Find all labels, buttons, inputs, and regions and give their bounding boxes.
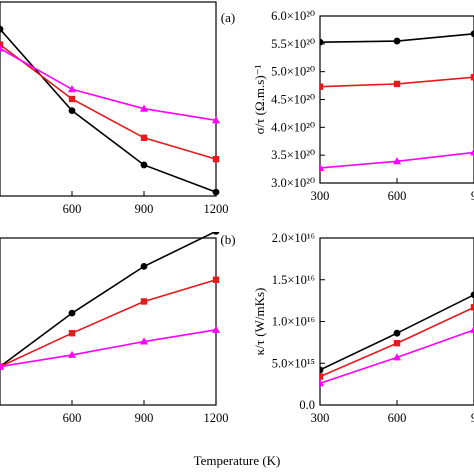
x-tick-label: 300 — [311, 189, 330, 203]
data-point-circle — [393, 329, 401, 337]
data-point-square — [68, 329, 76, 337]
series-group — [320, 30, 474, 171]
plot-frame — [319, 237, 474, 406]
series-line-2 — [0, 329, 217, 368]
data-point-circle — [0, 25, 4, 33]
plot-frame — [0, 237, 217, 406]
data-point-triangle — [393, 157, 401, 165]
data-point-triangle — [212, 116, 220, 124]
y-tick-label: 4.5×10²⁰ — [271, 93, 315, 107]
data-point-square — [393, 340, 401, 347]
panel-label: (b) — [220, 232, 235, 247]
data-point-triangle — [68, 85, 76, 93]
y-tick-label: 6.0×10²⁰ — [271, 9, 315, 23]
y-tick-label: 1.0×10¹⁶ — [272, 315, 315, 329]
data-point-circle — [320, 38, 324, 46]
data-point-circle — [212, 188, 220, 196]
data-point-circle — [212, 232, 220, 235]
data-point-circle — [393, 37, 401, 45]
data-point-triangle — [470, 148, 474, 156]
panel-top-left: 600 900 1200 (a) — [0, 1, 235, 216]
data-point-square — [393, 80, 401, 88]
data-point-square — [212, 155, 220, 163]
data-point-square — [140, 298, 148, 305]
x-tick-label: 1200 — [204, 202, 229, 216]
x-tick-label: 600 — [388, 411, 407, 425]
x-tick-label: 9 — [471, 411, 474, 425]
y-tick-label: 5.0×10¹⁵ — [272, 356, 315, 370]
y-axis-label: κ/τ (W/mKs) — [252, 288, 267, 356]
data-point-square — [0, 41, 4, 48]
x-tick-label: 900 — [135, 411, 154, 425]
shared-x-axis-label: Temperature (K) — [194, 453, 281, 468]
data-point-square — [470, 74, 474, 81]
series-line-1 — [0, 44, 217, 160]
data-point-triangle — [212, 325, 220, 333]
data-point-square — [140, 134, 148, 141]
x-tick-label: 600 — [388, 189, 407, 203]
x-tick-label: 600 — [63, 202, 82, 216]
data-point-triangle — [393, 353, 401, 361]
series-line-1 — [0, 278, 217, 368]
data-point-triangle — [140, 104, 148, 112]
x-tick-label: 900 — [135, 202, 154, 216]
panel-label: (a) — [221, 10, 235, 25]
y-tick-label: 5.5×10²⁰ — [271, 37, 315, 51]
series-line-0 — [0, 28, 217, 193]
panel-bottom-left: 600 900 1200 (b) — [0, 232, 236, 425]
data-point-triangle — [140, 337, 148, 345]
x-tick-label: 300 — [311, 411, 330, 425]
data-point-square — [212, 276, 220, 283]
data-point-triangle — [0, 44, 4, 52]
data-point-circle — [320, 366, 324, 374]
panel-top-right: 300 600 9 3.0×10²⁰ 3.5×10²⁰ 4.0×10²⁰ 4.5×10²⁰ 5… — [252, 9, 474, 203]
data-point-triangle — [470, 325, 474, 333]
series-line-0 — [0, 232, 217, 368]
series-line-2 — [0, 47, 217, 122]
plot-frame — [0, 1, 217, 197]
data-point-circle — [68, 309, 76, 317]
y-tick-label: 0.0 — [299, 398, 315, 412]
x-tick-label: 1200 — [204, 411, 229, 425]
data-point-circle — [68, 107, 76, 115]
data-point-square — [320, 373, 324, 380]
y-tick-label: 4.0×10²⁰ — [271, 120, 315, 134]
y-tick-label: 5.0×10²⁰ — [271, 65, 315, 79]
y-tick-label: 1.5×10¹⁶ — [272, 273, 315, 287]
data-point-square — [470, 304, 474, 311]
data-point-square — [320, 83, 324, 90]
data-point-triangle — [68, 350, 76, 358]
x-tick-label: 9 — [471, 189, 474, 203]
data-point-circle — [470, 30, 474, 38]
y-tick-label: 3.0×10²⁰ — [271, 176, 315, 190]
series-group — [0, 25, 220, 196]
y-tick-label: 3.5×10²⁰ — [271, 148, 315, 162]
y-tick-label: 2.0×10¹⁶ — [272, 231, 315, 245]
series-group — [320, 291, 474, 387]
data-point-triangle — [0, 362, 4, 370]
x-tick-label: 600 — [63, 411, 82, 425]
panel-bottom-right: 300 600 9 0.0 5.0×10¹⁵ 1.0×10¹⁶ 1.5×10¹⁶ 2.0×10… — [252, 231, 474, 425]
data-point-triangle — [320, 379, 324, 387]
data-point-circle — [470, 291, 474, 299]
y-axis-label: σ/τ (Ω.m.s)⁻¹ — [252, 64, 267, 134]
data-point-square — [68, 95, 76, 103]
data-point-circle — [140, 161, 148, 169]
data-point-circle — [140, 262, 148, 270]
series-group — [0, 232, 220, 370]
data-point-triangle — [320, 163, 324, 171]
